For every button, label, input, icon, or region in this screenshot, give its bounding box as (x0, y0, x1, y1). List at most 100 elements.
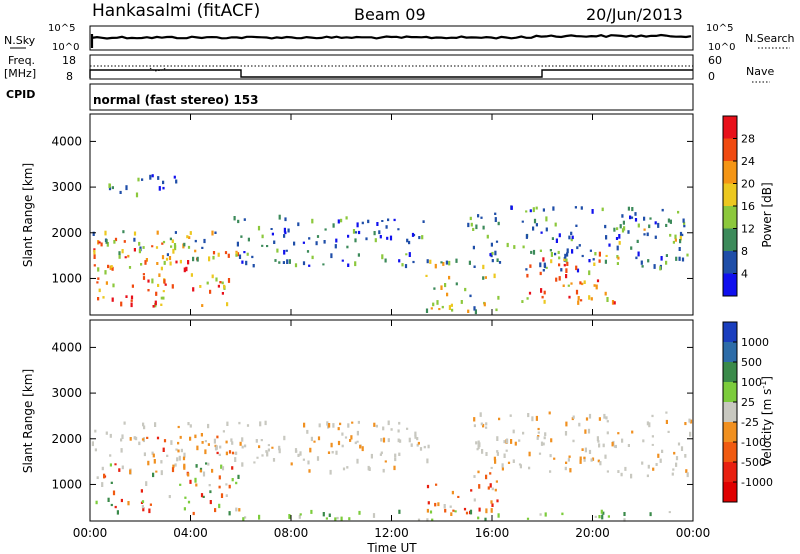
heatmap-cell (111, 297, 114, 302)
heatmap-cell (140, 489, 143, 493)
power-colorbar: 28 24 20 16 12 8 4 (722, 115, 755, 297)
heatmap-cell (596, 279, 600, 283)
heatmap-cell (521, 220, 524, 223)
heatmap-cell (681, 257, 685, 262)
heatmap-cell (570, 238, 573, 242)
heatmap-cell (158, 186, 161, 191)
heatmap-cell (98, 288, 101, 293)
heatmap-cell (606, 297, 609, 302)
heatmap-cell (580, 299, 583, 302)
heatmap-cell (165, 257, 169, 261)
colorbar-segment (723, 251, 737, 274)
heatmap-cell (482, 225, 485, 230)
heatmap-cell (297, 453, 300, 457)
heatmap-cell (652, 467, 655, 471)
heatmap-cell (512, 429, 515, 434)
heatmap-cell (246, 252, 249, 256)
heatmap-cell (485, 422, 488, 426)
heatmap-cell (473, 498, 476, 502)
heatmap-cell (336, 516, 339, 520)
heatmap-cell (241, 437, 244, 442)
y-tick-label: 1000 (51, 271, 82, 285)
heatmap-cell (340, 218, 343, 223)
heatmap-cell (172, 464, 175, 469)
heatmap-cell (341, 444, 344, 448)
nave-label: Nave (746, 65, 774, 78)
heatmap-cell (260, 439, 263, 442)
heatmap-cell (680, 446, 684, 451)
heatmap-cell (449, 505, 452, 508)
sky-noise-line (90, 33, 692, 48)
heatmap-cell (328, 513, 331, 517)
heatmap-cell (207, 462, 210, 466)
heatmap-cell (116, 510, 119, 515)
heatmap-cell (637, 223, 640, 228)
heatmap-cell (489, 472, 492, 475)
heatmap-cell (215, 277, 218, 282)
heatmap-cell (465, 511, 469, 515)
heatmap-cell (295, 450, 298, 453)
heatmap-cell (311, 218, 314, 224)
heatmap-cell (384, 258, 387, 263)
heatmap-cell (347, 263, 350, 267)
heatmap-cell (227, 278, 231, 283)
heatmap-cell (174, 231, 177, 234)
heatmap-cell (142, 276, 146, 280)
heatmap-cell (564, 466, 567, 471)
heatmap-cell (171, 239, 174, 243)
heatmap-cell (194, 434, 197, 439)
heatmap-cell (682, 218, 685, 223)
heatmap-cell (630, 216, 634, 219)
heatmap-cell (581, 254, 584, 258)
heatmap-cell (218, 475, 221, 480)
heatmap-cell (570, 231, 573, 236)
heatmap-cell (225, 483, 228, 486)
heatmap-cell (558, 276, 561, 281)
heatmap-cell (109, 463, 112, 467)
heatmap-cell (593, 284, 596, 287)
heatmap-cell (177, 425, 180, 429)
heatmap-cell (617, 470, 620, 473)
heatmap-cell (121, 249, 124, 254)
heatmap-cell (327, 451, 331, 454)
heatmap-cell (482, 276, 485, 280)
heatmap-cell (477, 470, 480, 474)
heatmap-cell (278, 445, 281, 451)
heatmap-cell (217, 252, 220, 257)
heatmap-cell (201, 246, 204, 249)
heatmap-cell (104, 230, 107, 236)
heatmap-cell (537, 435, 540, 438)
heatmap-cell (204, 440, 207, 443)
heatmap-cell (209, 500, 212, 505)
colorbar-segment (723, 442, 737, 463)
heatmap-cell (302, 458, 305, 461)
heatmap-cell (367, 465, 370, 471)
heatmap-cell (102, 296, 105, 299)
heatmap-cell (217, 284, 220, 288)
y-tick-label: 3000 (51, 180, 82, 194)
heatmap-cell (373, 231, 376, 236)
heatmap-cell (356, 440, 359, 443)
heatmap-cell (393, 465, 396, 471)
heatmap-cell (553, 457, 556, 460)
beam-title: Beam 09 (354, 5, 426, 24)
heatmap-cell (532, 249, 536, 255)
heatmap-cell (604, 259, 607, 264)
heatmap-cell (583, 456, 586, 460)
heatmap-cell (239, 441, 242, 446)
heatmap-cell (398, 452, 401, 456)
heatmap-cell (214, 447, 218, 451)
heatmap-cell (646, 232, 649, 237)
heatmap-cell (501, 463, 504, 468)
heatmap-cell (231, 451, 235, 455)
heatmap-cell (417, 518, 421, 522)
heatmap-cell (686, 253, 689, 257)
heatmap-cell (683, 221, 686, 225)
heatmap-cell (124, 256, 127, 259)
heatmap-cell (627, 206, 630, 211)
heatmap-cell (408, 240, 411, 245)
colorbar-tick-label: 16 (741, 200, 755, 213)
heatmap-cell (615, 237, 619, 240)
heatmap-cell (475, 441, 478, 445)
heatmap-cell (489, 253, 492, 257)
